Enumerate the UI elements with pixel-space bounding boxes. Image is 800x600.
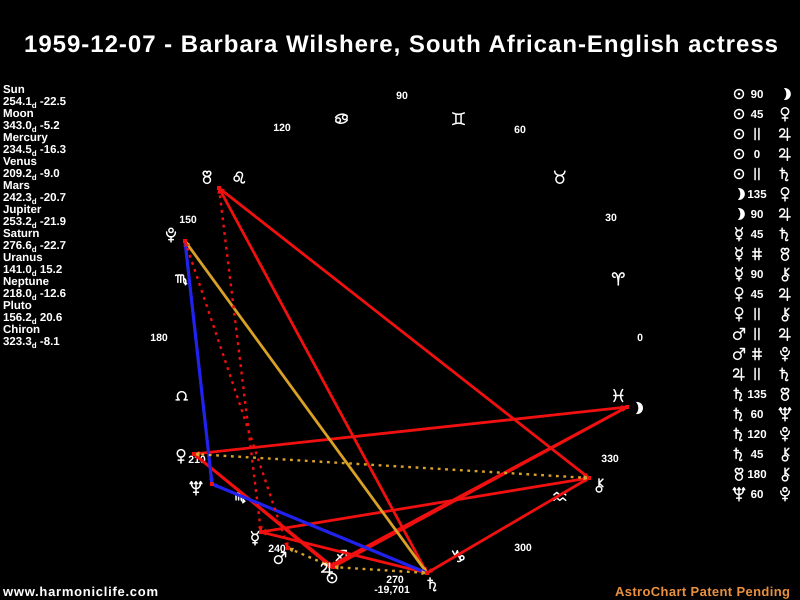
svg-text:90: 90 [751, 209, 764, 221]
svg-text:Mars: Mars [3, 180, 30, 192]
svg-text:90: 90 [751, 269, 764, 281]
svg-text:120: 120 [273, 122, 291, 134]
svg-text:Uranus: Uranus [3, 252, 43, 264]
svg-text:330: 330 [601, 453, 619, 465]
svg-text:45: 45 [751, 449, 764, 461]
svg-text:150: 150 [179, 214, 197, 226]
svg-text:Neptune: Neptune [3, 276, 49, 288]
svg-text:254.1d -22.5: 254.1d -22.5 [3, 96, 67, 110]
svg-text:209.2d -9.0: 209.2d -9.0 [3, 168, 60, 182]
svg-text:30: 30 [605, 212, 617, 224]
svg-text:Mercury: Mercury [3, 132, 48, 144]
svg-text:253.2d -21.9: 253.2d -21.9 [3, 216, 66, 230]
svg-text:90: 90 [396, 90, 408, 102]
svg-text:141.0d 15.2: 141.0d 15.2 [3, 264, 62, 278]
svg-text:135: 135 [747, 389, 767, 401]
svg-text:90: 90 [751, 89, 764, 101]
svg-text:1959-12-07 - Barbara Wilshere,: 1959-12-07 - Barbara Wilshere, South Afr… [24, 31, 778, 58]
svg-text:Jupiter: Jupiter [3, 204, 42, 216]
svg-text:45: 45 [751, 289, 764, 301]
svg-text:60: 60 [514, 124, 526, 136]
svg-text:276.6d -22.7: 276.6d -22.7 [3, 240, 66, 254]
svg-text:218.0d -12.6: 218.0d -12.6 [3, 288, 66, 302]
svg-text:60: 60 [751, 489, 764, 501]
svg-text:www.harmoniclife.com: www.harmoniclife.com [2, 584, 158, 599]
svg-text:45: 45 [751, 229, 764, 241]
svg-text:Venus: Venus [3, 156, 37, 168]
svg-text:234.5d -16.3: 234.5d -16.3 [3, 144, 66, 158]
svg-text:180: 180 [747, 469, 766, 481]
svg-text:AstroChart Patent Pending: AstroChart Patent Pending [615, 584, 790, 599]
svg-text:60: 60 [751, 409, 764, 421]
svg-text:180: 180 [150, 332, 168, 344]
svg-text:120: 120 [747, 429, 766, 441]
svg-text:45: 45 [751, 109, 764, 121]
svg-text:323.3d -8.1: 323.3d -8.1 [3, 336, 60, 350]
svg-text:242.3d -20.7: 242.3d -20.7 [3, 192, 66, 206]
svg-text:210: 210 [188, 454, 206, 466]
svg-text:Sun: Sun [3, 84, 25, 96]
svg-text:156.2d 20.6: 156.2d 20.6 [3, 312, 62, 326]
svg-text:0: 0 [637, 332, 643, 344]
svg-text:135: 135 [747, 189, 767, 201]
svg-text:Moon: Moon [3, 108, 34, 120]
svg-text:-19,701: -19,701 [374, 584, 410, 596]
svg-text:270: 270 [386, 574, 404, 586]
svg-text:343.0d -5.2: 343.0d -5.2 [3, 120, 60, 134]
svg-text:Saturn: Saturn [3, 228, 39, 240]
svg-text:0: 0 [754, 149, 760, 161]
svg-text:240: 240 [268, 543, 286, 555]
svg-text:Pluto: Pluto [3, 300, 32, 312]
svg-text:300: 300 [514, 542, 532, 554]
svg-text:Chiron: Chiron [3, 324, 40, 336]
